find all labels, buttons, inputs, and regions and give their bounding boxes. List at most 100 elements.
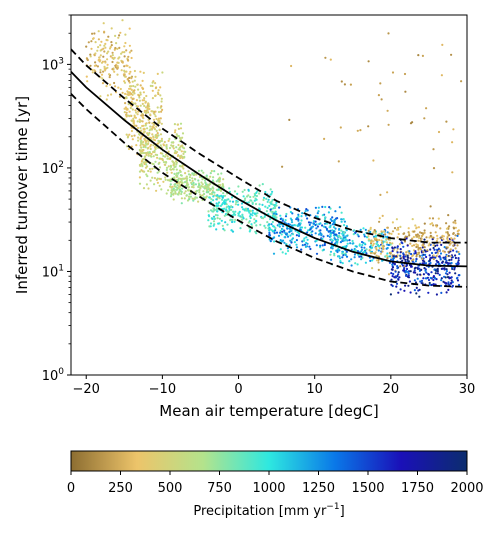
data-point [99, 71, 102, 74]
data-point [155, 129, 158, 132]
data-point [110, 27, 113, 30]
data-point [175, 151, 179, 154]
data-point [104, 61, 107, 64]
data-point [361, 248, 364, 251]
data-point [386, 226, 389, 229]
data-point [330, 258, 333, 261]
data-point [407, 227, 410, 230]
data-point [330, 219, 333, 222]
data-point [103, 44, 106, 47]
data-point [128, 91, 132, 94]
data-point [431, 217, 435, 220]
data-point [399, 257, 402, 260]
data-point [434, 263, 438, 266]
data-point [119, 31, 122, 34]
data-point [228, 207, 231, 210]
data-point [175, 133, 178, 136]
data-point [93, 64, 96, 67]
data-point [201, 178, 204, 181]
data-point [456, 234, 459, 237]
data-point [121, 60, 124, 63]
data-point [156, 181, 159, 184]
data-point [127, 103, 130, 106]
data-point [457, 274, 460, 277]
data-point [317, 206, 320, 209]
y-tick-label: 101 [42, 263, 64, 280]
data-point [125, 70, 128, 73]
data-point [329, 231, 332, 234]
data-point [412, 235, 415, 239]
data-point [137, 139, 140, 142]
data-point [448, 243, 451, 246]
data-point [392, 272, 395, 276]
data-point [409, 257, 412, 260]
data-point [155, 117, 158, 121]
data-point [272, 212, 275, 215]
data-point [429, 234, 432, 237]
data-point [443, 257, 446, 261]
data-point [377, 249, 380, 252]
data-point [270, 202, 273, 205]
data-point [255, 224, 258, 227]
data-point [412, 230, 415, 233]
data-point [378, 245, 381, 248]
data-point [395, 285, 398, 288]
data-point [139, 93, 142, 96]
data-point [457, 259, 460, 262]
data-point [153, 128, 157, 131]
data-point [101, 77, 104, 80]
data-point [262, 196, 266, 199]
data-point [369, 259, 372, 262]
data-point [139, 91, 142, 94]
data-point [443, 251, 447, 254]
data-point [114, 34, 117, 38]
data-point [164, 155, 167, 158]
data-point [375, 254, 378, 257]
data-point [162, 144, 166, 147]
data-point [221, 224, 224, 227]
data-point [144, 166, 148, 169]
data-point [207, 184, 210, 187]
data-point [129, 106, 132, 110]
data-point [231, 218, 234, 222]
data-point [452, 232, 455, 235]
data-point [263, 215, 266, 218]
data-point [109, 83, 112, 86]
data-point [272, 225, 275, 228]
data-point [377, 261, 380, 264]
data-point [402, 232, 405, 235]
data-point [145, 163, 148, 166]
data-point [286, 247, 289, 250]
data-point [186, 177, 189, 180]
data-point [436, 234, 439, 237]
data-point [270, 192, 273, 195]
data-point [231, 230, 235, 233]
data-point [209, 225, 212, 228]
data-point [211, 179, 214, 182]
data-point [279, 231, 282, 234]
data-point [163, 140, 166, 144]
data-point [146, 175, 149, 178]
data-point [279, 214, 282, 217]
data-point [367, 125, 370, 128]
data-point [445, 282, 448, 285]
data-point [329, 233, 332, 236]
data-point [314, 215, 317, 218]
data-point [316, 225, 319, 228]
data-point [190, 183, 194, 186]
data-point [436, 268, 439, 271]
data-point [378, 247, 381, 250]
data-point [353, 256, 356, 259]
data-point [275, 213, 278, 216]
data-point [317, 210, 320, 213]
data-point [143, 144, 146, 147]
data-point [306, 242, 309, 245]
data-point [391, 275, 394, 278]
data-point [175, 168, 178, 171]
data-point [223, 199, 227, 202]
data-point [304, 226, 307, 229]
data-point [222, 192, 225, 195]
data-point [340, 218, 343, 221]
data-point [162, 161, 166, 164]
data-point [93, 54, 96, 57]
